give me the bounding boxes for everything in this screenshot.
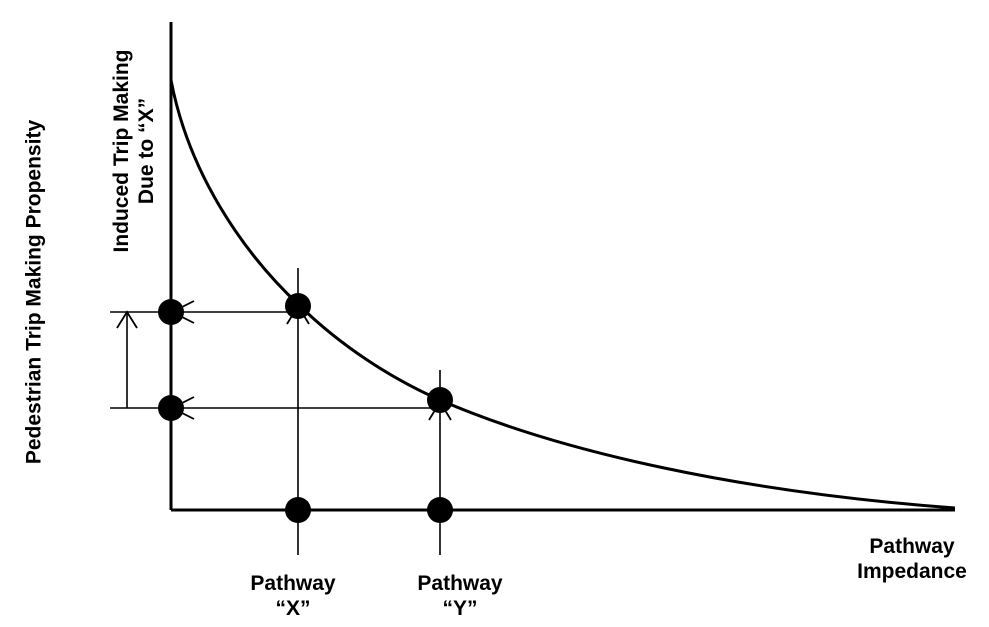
induced-arrow-top-head bbox=[116, 310, 138, 329]
pathway-x-label-line1: Pathway bbox=[250, 572, 336, 595]
induced-trip-label-line1: Induced Trip Making bbox=[110, 49, 133, 253]
propensity-curve bbox=[169, 79, 956, 510]
curve-point-x bbox=[285, 293, 311, 319]
y-axis-label: Pedestrian Trip Making Propensity bbox=[22, 119, 46, 465]
x-axis-label: Pathway Impedance bbox=[838, 534, 986, 584]
induced-trip-label: Induced Trip Making Due to “X” bbox=[109, 49, 159, 252]
pathway-x-label: Pathway “X” bbox=[228, 571, 358, 621]
pathway-x-label-line2: “X” bbox=[275, 597, 311, 620]
pathway-y-label-line1: Pathway bbox=[417, 572, 503, 595]
x-axis-label-line1: Pathway bbox=[869, 535, 955, 558]
x-axis-point-y bbox=[427, 497, 453, 523]
pathway-y-label: Pathway “Y” bbox=[395, 571, 525, 621]
pathway-y-label-line2: “Y” bbox=[442, 597, 478, 620]
curve-point-y bbox=[427, 387, 453, 413]
y-axis-point-y bbox=[158, 395, 184, 421]
x-axis-label-line2: Impedance bbox=[857, 560, 967, 583]
y-axis-point-x bbox=[158, 299, 184, 325]
induced-trip-label-line2: Due to “X” bbox=[135, 97, 158, 205]
x-axis-point-x bbox=[285, 497, 311, 523]
